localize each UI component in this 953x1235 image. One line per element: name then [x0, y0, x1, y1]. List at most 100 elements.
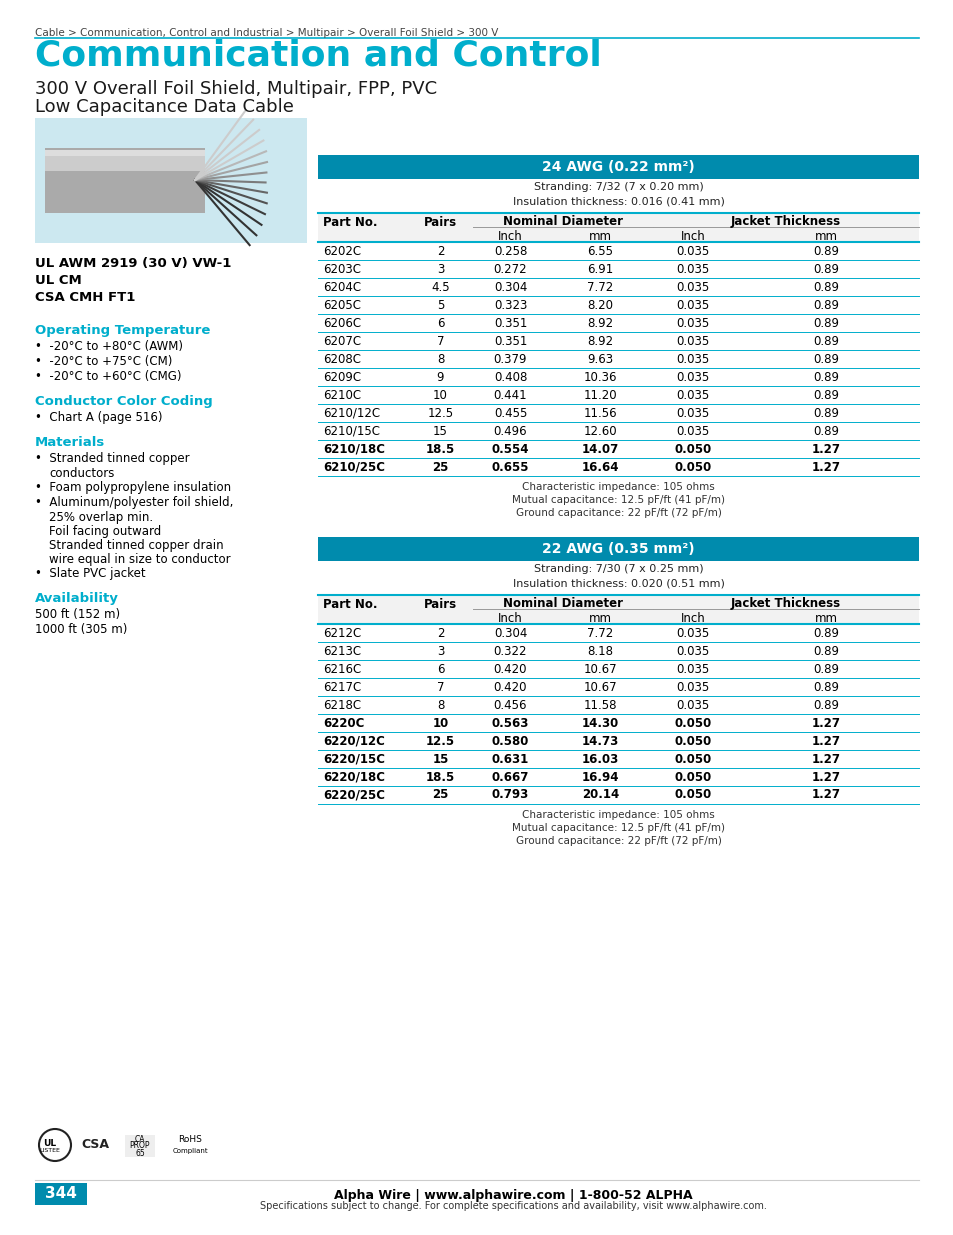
- Text: CSA CMH FT1: CSA CMH FT1: [35, 291, 135, 304]
- Text: •  Aluminum/polyester foil shield,: • Aluminum/polyester foil shield,: [35, 496, 233, 509]
- Text: •  Slate PVC jacket: • Slate PVC jacket: [35, 567, 146, 580]
- Text: 16.94: 16.94: [581, 771, 618, 783]
- Text: 344: 344: [45, 1187, 77, 1202]
- Text: •  -20°C to +60°C (CMG): • -20°C to +60°C (CMG): [35, 370, 181, 383]
- Text: 6212C: 6212C: [323, 626, 361, 640]
- Text: 0.035: 0.035: [676, 699, 709, 711]
- Text: 11.56: 11.56: [583, 406, 617, 420]
- Text: 3: 3: [436, 645, 444, 657]
- Text: 0.89: 0.89: [812, 406, 838, 420]
- Text: 6217C: 6217C: [323, 680, 361, 694]
- Text: 0.496: 0.496: [493, 425, 527, 437]
- Text: 300 V Overall Foil Shield, Multipair, FPP, PVC: 300 V Overall Foil Shield, Multipair, FP…: [35, 80, 436, 98]
- Text: 1.27: 1.27: [811, 771, 840, 783]
- Text: 1.27: 1.27: [811, 752, 840, 766]
- Text: UL: UL: [44, 1139, 56, 1147]
- Text: 2: 2: [436, 626, 444, 640]
- Text: 0.035: 0.035: [676, 352, 709, 366]
- Text: 0.89: 0.89: [812, 299, 838, 311]
- Text: Ground capacitance: 22 pF/ft (72 pF/m): Ground capacitance: 22 pF/ft (72 pF/m): [515, 508, 720, 517]
- Text: 25% overlap min.: 25% overlap min.: [49, 511, 153, 524]
- Text: 0.035: 0.035: [676, 406, 709, 420]
- Text: 0.050: 0.050: [674, 771, 711, 783]
- Text: Inch: Inch: [497, 230, 522, 243]
- Text: 0.667: 0.667: [492, 771, 529, 783]
- Text: 10.67: 10.67: [583, 680, 617, 694]
- Text: 0.035: 0.035: [676, 263, 709, 275]
- Text: •  -20°C to +80°C (AWM): • -20°C to +80°C (AWM): [35, 340, 183, 353]
- Text: UL AWM 2919 (30 V) VW-1: UL AWM 2919 (30 V) VW-1: [35, 257, 232, 270]
- Text: 0.322: 0.322: [494, 645, 527, 657]
- Text: 0.323: 0.323: [494, 299, 527, 311]
- Text: 0.420: 0.420: [494, 662, 527, 676]
- Text: 0.89: 0.89: [812, 316, 838, 330]
- Text: Conductor Color Coding: Conductor Color Coding: [35, 395, 213, 408]
- Text: •  Chart A (page 516): • Chart A (page 516): [35, 411, 162, 424]
- Text: Cable > Communication, Control and Industrial > Multipair > Overall Foil Shield : Cable > Communication, Control and Indus…: [35, 28, 497, 38]
- Text: 15: 15: [432, 752, 448, 766]
- Text: 0.050: 0.050: [674, 442, 711, 456]
- Text: Compliant: Compliant: [172, 1149, 208, 1153]
- Text: 6: 6: [436, 316, 444, 330]
- Bar: [45, 148, 205, 212]
- Bar: [317, 537, 918, 561]
- Text: 6203C: 6203C: [323, 263, 360, 275]
- Bar: [45, 149, 205, 156]
- Text: •  Foam polypropylene insulation: • Foam polypropylene insulation: [35, 480, 231, 494]
- Text: Operating Temperature: Operating Temperature: [35, 324, 211, 337]
- Text: 14.30: 14.30: [581, 716, 618, 730]
- Text: Characteristic impedance: 105 ohms: Characteristic impedance: 105 ohms: [521, 482, 714, 492]
- Text: 0.89: 0.89: [812, 280, 838, 294]
- Text: 12.60: 12.60: [583, 425, 617, 437]
- Text: LISTEE: LISTEE: [39, 1149, 60, 1153]
- Text: 0.050: 0.050: [674, 461, 711, 473]
- Text: 0.89: 0.89: [812, 680, 838, 694]
- Text: 6204C: 6204C: [323, 280, 361, 294]
- Text: 8.92: 8.92: [587, 316, 613, 330]
- Text: Pairs: Pairs: [423, 216, 456, 228]
- Text: 6202C: 6202C: [323, 245, 361, 258]
- Text: Insulation thickness: 0.020 (0.51 mm): Insulation thickness: 0.020 (0.51 mm): [512, 578, 723, 588]
- Text: 6220/18C: 6220/18C: [323, 771, 385, 783]
- Text: 1.27: 1.27: [811, 735, 840, 747]
- Text: 6220/12C: 6220/12C: [323, 735, 384, 747]
- Text: 6220/15C: 6220/15C: [323, 752, 385, 766]
- Text: Alpha Wire | www.alphawire.com | 1-800-52 ALPHA: Alpha Wire | www.alphawire.com | 1-800-5…: [334, 1189, 692, 1202]
- Text: 1.27: 1.27: [811, 788, 840, 802]
- Text: Insulation thickness: 0.016 (0.41 mm): Insulation thickness: 0.016 (0.41 mm): [512, 196, 723, 206]
- Text: Foil facing outward: Foil facing outward: [49, 525, 161, 538]
- Text: Part No.: Part No.: [323, 598, 377, 611]
- Text: 16.64: 16.64: [581, 461, 618, 473]
- Text: 11.20: 11.20: [583, 389, 617, 401]
- Text: 24 AWG (0.22 mm²): 24 AWG (0.22 mm²): [541, 161, 694, 174]
- Text: UL CM: UL CM: [35, 274, 82, 287]
- Text: 6216C: 6216C: [323, 662, 361, 676]
- Text: 0.351: 0.351: [494, 335, 527, 347]
- Text: 1.27: 1.27: [811, 716, 840, 730]
- Text: 9.63: 9.63: [587, 352, 613, 366]
- Text: 11.58: 11.58: [583, 699, 617, 711]
- Text: Stranding: 7/32 (7 x 0.20 mm): Stranding: 7/32 (7 x 0.20 mm): [533, 182, 702, 191]
- Text: 9: 9: [436, 370, 444, 384]
- Text: 6220C: 6220C: [323, 716, 364, 730]
- Text: 22 AWG (0.35 mm²): 22 AWG (0.35 mm²): [541, 542, 694, 556]
- Text: 0.655: 0.655: [491, 461, 529, 473]
- Text: 0.89: 0.89: [812, 245, 838, 258]
- Text: 0.258: 0.258: [494, 245, 527, 258]
- Text: Pairs: Pairs: [423, 598, 456, 611]
- Text: 0.441: 0.441: [493, 389, 527, 401]
- Text: 6210/15C: 6210/15C: [323, 425, 379, 437]
- Text: 10: 10: [432, 716, 448, 730]
- Text: 0.050: 0.050: [674, 716, 711, 730]
- Text: 12.5: 12.5: [427, 406, 453, 420]
- Text: 6220/25C: 6220/25C: [323, 788, 385, 802]
- Text: 0.050: 0.050: [674, 752, 711, 766]
- Text: 0.050: 0.050: [674, 735, 711, 747]
- Text: 0.89: 0.89: [812, 662, 838, 676]
- Text: 0.89: 0.89: [812, 425, 838, 437]
- Text: 0.455: 0.455: [494, 406, 527, 420]
- Text: 15: 15: [433, 425, 448, 437]
- Text: 12.5: 12.5: [425, 735, 455, 747]
- Text: 0.272: 0.272: [493, 263, 527, 275]
- Text: 14.73: 14.73: [581, 735, 618, 747]
